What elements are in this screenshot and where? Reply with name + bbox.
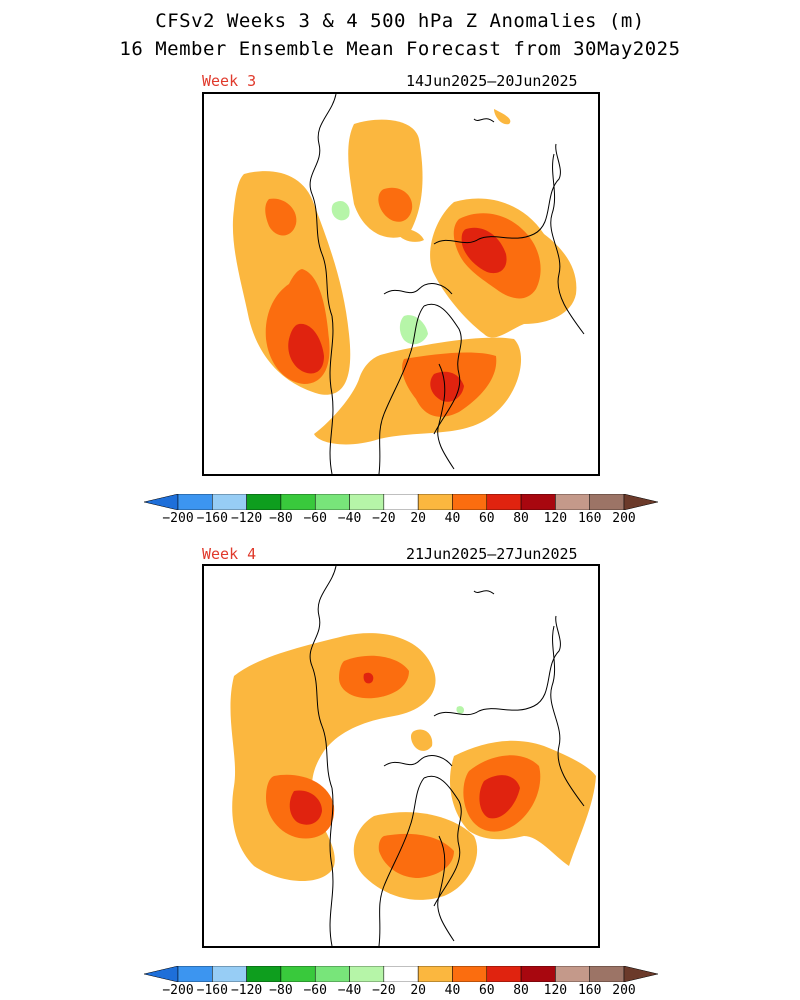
- colorbar-tick-label: 80: [513, 983, 529, 998]
- main-subtitle: 16 Member Ensemble Mean Forecast from 30…: [119, 38, 681, 60]
- colorbar-tick-label: −40: [337, 511, 362, 526]
- colorbar-bin: [520, 966, 556, 982]
- week3-colorbar-labels: −200 −160 −120 −80 −60 −40 −20 20 40 60 80 120 160 20…: [0, 511, 800, 527]
- week3-coastlines: [309, 94, 585, 474]
- colorbar-bin: [246, 494, 282, 510]
- colorbar-tick-label: 200: [612, 511, 636, 526]
- colorbar-bin: [349, 966, 385, 982]
- colorbar-tick-label: −40: [337, 983, 362, 998]
- colorbar-bin: [177, 966, 213, 982]
- colorbar-tick-label: 60: [478, 511, 495, 526]
- colorbar-bin: [555, 966, 590, 982]
- colorbar-bin: [212, 494, 247, 510]
- colorbar-bin: [349, 494, 385, 510]
- colorbar-tick-label: −120: [230, 983, 263, 998]
- colorbar-bin: [520, 494, 556, 510]
- colorbar-bin: [314, 966, 350, 982]
- colorbar-bin: [486, 966, 522, 982]
- week3-date-range: 14Jun2025–20Jun2025: [406, 72, 578, 90]
- week3-contour-neg20: [331, 200, 428, 345]
- colorbar-tick-label: −200: [162, 511, 194, 526]
- colorbar-bin: [452, 966, 488, 982]
- colorbar-tick-label: 200: [612, 983, 636, 998]
- week4-anomaly-field: [230, 566, 596, 946]
- colorbar-bin: [589, 966, 625, 982]
- colorbar-bin: [417, 966, 453, 982]
- colorbar-bin: [555, 494, 590, 510]
- colorbar-bin: [383, 966, 419, 982]
- colorbar-bin: [486, 494, 522, 510]
- colorbar-bin: [280, 494, 316, 510]
- colorbar-tick-label: 40: [444, 983, 461, 998]
- colorbar-tick-label: 20: [410, 983, 426, 998]
- colorbar-tick-label: −20: [372, 511, 396, 526]
- colorbar-bin: [144, 494, 179, 510]
- colorbar-bin: [246, 966, 282, 982]
- week3-contour-60: [288, 227, 507, 402]
- colorbar-bin: [417, 494, 453, 510]
- week3-map: [202, 92, 600, 476]
- colorbar-tick-label: −60: [303, 983, 327, 998]
- colorbar-bin: [452, 494, 488, 510]
- week4-colorbar-labels: −200 −160 −120 −80 −60 −40 −20 20 40 60 80 120 160 20…: [0, 983, 800, 999]
- colorbar-bin: [623, 966, 658, 982]
- colorbar-tick-label: −20: [372, 983, 396, 998]
- week4-map: [202, 564, 600, 948]
- week4-contour-neg20: [456, 706, 465, 714]
- colorbar-tick-label: −60: [303, 511, 327, 526]
- week3-anomaly-field: [232, 94, 585, 474]
- week3-label: Week 3: [202, 72, 257, 90]
- week3-colorbar: [144, 494, 658, 510]
- colorbar-tick-label: 80: [513, 511, 529, 526]
- colorbar-tick-label: 120: [543, 511, 568, 526]
- colorbar-bin: [623, 494, 658, 510]
- week4-coastlines: [309, 566, 585, 946]
- colorbar-tick-label: 20: [410, 511, 426, 526]
- main-title: CFSv2 Weeks 3 & 4 500 hPa Z Anomalies (m…: [155, 10, 645, 32]
- colorbar-bin: [383, 494, 419, 510]
- colorbar-bin: [314, 494, 350, 510]
- colorbar-tick-label: −160: [196, 511, 228, 526]
- colorbar-tick-label: 40: [444, 511, 461, 526]
- colorbar-bin: [589, 494, 625, 510]
- week4-contour-60: [289, 672, 520, 825]
- colorbar-tick-label: 160: [577, 983, 602, 998]
- colorbar-bin: [280, 966, 316, 982]
- colorbar-tick-label: −80: [269, 511, 293, 526]
- week4-date-range: 21Jun2025–27Jun2025: [406, 545, 578, 563]
- colorbar-bin: [177, 494, 213, 510]
- colorbar-bin: [212, 966, 247, 982]
- colorbar-tick-label: −160: [196, 983, 228, 998]
- week4-label: Week 4: [202, 545, 257, 563]
- colorbar-tick-label: 60: [478, 983, 495, 998]
- colorbar-tick-label: 120: [543, 983, 568, 998]
- colorbar-tick-label: 160: [577, 511, 602, 526]
- colorbar-tick-label: −200: [162, 983, 194, 998]
- colorbar-tick-label: −120: [230, 511, 263, 526]
- week4-colorbar: [144, 966, 658, 982]
- colorbar-bin: [144, 966, 179, 982]
- colorbar-tick-label: −80: [269, 983, 293, 998]
